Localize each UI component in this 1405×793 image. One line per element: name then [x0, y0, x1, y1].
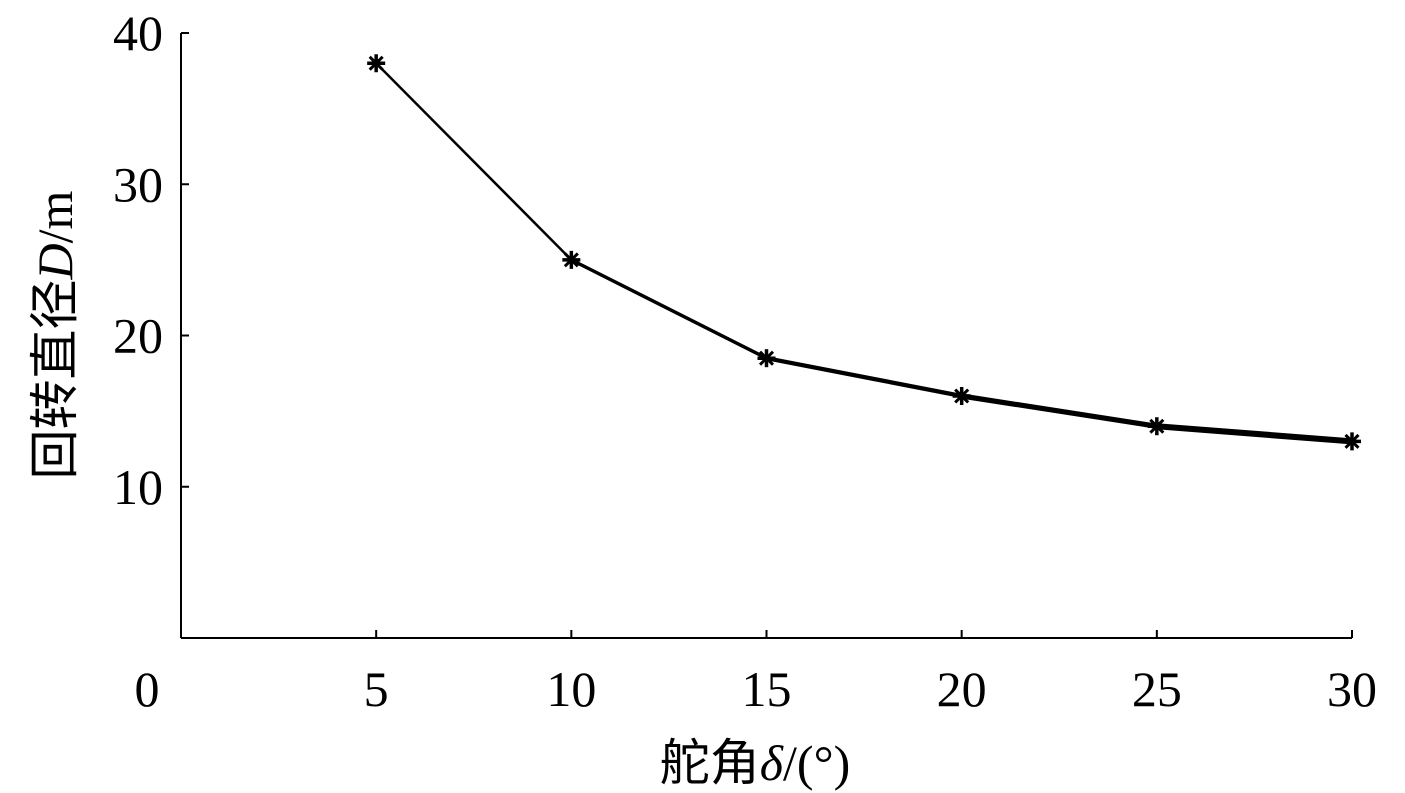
series-group	[367, 54, 1361, 451]
marker-stroke	[1344, 433, 1360, 449]
data-point	[952, 387, 971, 405]
series-line-segment	[569, 258, 769, 360]
marker-stroke	[954, 388, 970, 404]
x-axis-title-main: 舵角	[660, 735, 760, 791]
y-axis-title-symbol: D	[27, 243, 83, 280]
data-point	[1343, 432, 1361, 451]
series-line-segment	[374, 62, 573, 262]
y-tick-label: 10	[113, 459, 163, 515]
y-tick-label: 20	[113, 308, 163, 364]
axes	[180, 33, 1352, 639]
series-line-segment	[764, 356, 964, 399]
series-line-segment	[959, 393, 1160, 429]
origin-label: 0	[135, 661, 160, 717]
x-tick-label: 5	[364, 661, 389, 717]
y-axis-title-unit: /m	[27, 190, 83, 243]
y-axis-title: 回转直径D/m	[27, 190, 83, 479]
data-point	[367, 54, 386, 73]
data-point	[1147, 417, 1166, 436]
marker-stroke	[758, 350, 775, 366]
x-tick-label: 15	[742, 661, 792, 717]
x-axis-title-symbol: δ	[760, 735, 784, 791]
x-tick-label: 30	[1327, 661, 1377, 717]
marker-stroke	[1149, 418, 1165, 434]
x-tick-label: 20	[937, 661, 987, 717]
y-tick-label: 30	[113, 156, 163, 212]
data-point	[562, 250, 581, 269]
marker-stroke	[368, 55, 384, 71]
x-axis-ticks: 5 10 15 20 25 30	[364, 630, 1377, 717]
y-tick-label: 40	[113, 5, 163, 61]
series-line-segment	[1153, 423, 1356, 445]
x-tick-label: 25	[1132, 661, 1182, 717]
data-point	[757, 349, 776, 368]
marker-stroke	[563, 252, 579, 268]
x-tick-label: 10	[546, 661, 596, 717]
y-axis-title-main: 回转直径	[27, 279, 83, 479]
x-axis-title: 舵角δ/(°)	[660, 735, 850, 791]
x-axis-title-unit: /(°)	[783, 735, 850, 791]
y-axis-ticks: 10 20 30 40	[113, 5, 189, 515]
